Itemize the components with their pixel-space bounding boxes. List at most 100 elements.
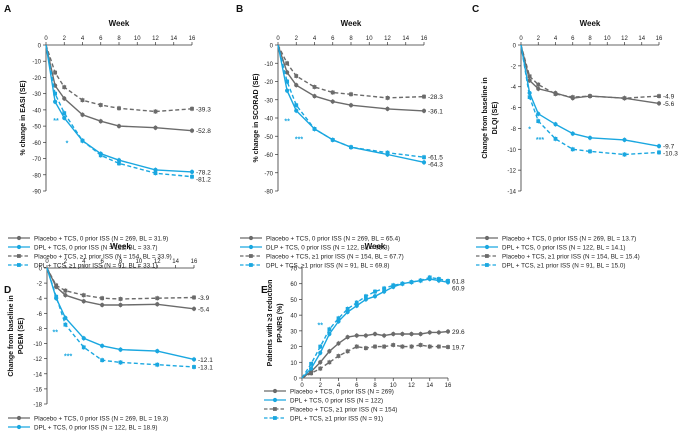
data-point [348, 103, 354, 108]
y-tick-label: 40 [290, 314, 297, 320]
y-axis-label: % change in EASI (SE) [20, 80, 27, 155]
y-tick-label: -14 [33, 372, 42, 378]
end-value-label: -81.2 [196, 176, 211, 183]
data-point [385, 96, 390, 100]
data-point [62, 115, 67, 121]
data-point [53, 99, 58, 104]
data-point [446, 345, 450, 349]
x-tick-label: 8 [373, 383, 377, 389]
series-line [45, 44, 193, 178]
end-value-label: -39.3 [196, 106, 211, 113]
data-point [63, 322, 68, 327]
x-tick-label: 0 [300, 383, 304, 389]
data-point [118, 360, 123, 365]
data-point [191, 306, 197, 311]
data-point [385, 106, 390, 111]
legend-label: Placebo + TCS, 0 prior ISS (N = 269, BL … [502, 235, 636, 242]
series-line [277, 44, 425, 112]
x-tick-label: 4 [554, 36, 558, 42]
data-point [588, 94, 592, 98]
x-tick-label: 6 [571, 36, 575, 42]
end-value-label: 19.7 [452, 345, 465, 352]
legend: Placebo + TCS, 0 prior ISS (N = 269, BL … [8, 235, 172, 269]
data-point [391, 343, 396, 347]
data-point [318, 360, 323, 365]
y-tick-label: -60 [264, 153, 273, 159]
legend-marker [484, 244, 490, 250]
data-point [421, 108, 427, 113]
series-1 [301, 328, 451, 379]
data-point [382, 286, 387, 291]
y-tick-label: -30 [264, 98, 273, 104]
series-line [301, 344, 449, 379]
end-value-label: -3.9 [198, 295, 210, 302]
legend-marker [248, 235, 254, 241]
significance-marker: ** [318, 323, 324, 330]
data-point [294, 108, 299, 113]
y-tick-label: -4 [37, 297, 43, 303]
y-tick-label: -8 [37, 327, 43, 333]
data-point [349, 145, 353, 150]
series-3 [301, 342, 450, 379]
data-point [391, 283, 396, 288]
data-point [62, 111, 67, 116]
y-tick-label: -14 [507, 190, 516, 196]
data-point [116, 124, 122, 129]
panel-letter: C [472, 4, 479, 15]
data-point [622, 137, 627, 142]
end-value-label: -52.8 [196, 128, 211, 135]
data-point [421, 160, 427, 165]
data-point [54, 294, 59, 299]
data-point [373, 289, 377, 294]
data-point [382, 333, 387, 338]
y-tick-label: -10 [507, 148, 516, 154]
data-point [570, 95, 575, 100]
end-value-label: -9.7 [663, 144, 675, 151]
y-tick-label: 60 [290, 282, 297, 288]
chart-title: Week [580, 19, 601, 28]
data-point [436, 277, 441, 281]
data-point [345, 349, 350, 354]
y-tick-label: -70 [264, 171, 273, 177]
panel-letter: E [261, 285, 268, 296]
y-tick-label: 30 [290, 329, 297, 335]
series-line [277, 44, 425, 163]
x-tick-label: 16 [421, 36, 428, 42]
legend-label: DPL + TCS, 0 prior ISS (N = 122) [290, 397, 383, 404]
data-point [190, 174, 194, 179]
data-point [155, 349, 160, 354]
legend-marker [273, 407, 277, 411]
y-tick-label: 0 [513, 44, 517, 50]
data-point [349, 92, 353, 97]
x-tick-label: 12 [621, 36, 628, 42]
data-point [192, 295, 196, 300]
y-tick-label: -50 [264, 135, 273, 141]
data-point [327, 360, 332, 365]
data-point [153, 109, 158, 114]
data-point [312, 127, 317, 131]
data-point [345, 306, 350, 311]
significance-marker: *** [295, 137, 303, 144]
data-point [427, 330, 432, 335]
x-tick-label: 6 [99, 36, 103, 42]
x-tick-label: 6 [355, 383, 359, 389]
y-axis-label: % change in SCORAD (SE) [253, 73, 260, 162]
panel-e: E Week 0 10 20 30 40 50 60 70 0 2 4 6 8 10 12 14 16 Patient… [261, 242, 465, 422]
legend: Placebo + TCS, 0 prior ISS (N = 269, BL … [476, 235, 640, 269]
data-point [536, 82, 541, 87]
data-point [81, 345, 86, 350]
series-line [301, 276, 449, 379]
data-point [536, 86, 541, 91]
legend-label: Placebo + TCS, ≥1 prior ISS (N = 154, BL… [34, 253, 172, 260]
legend-label: DPL + TCS, 0 prior ISS (N = 122, BL = 18… [34, 424, 158, 431]
data-point [436, 330, 441, 335]
y-tick-label: -6 [511, 106, 517, 112]
legend-label: Placebo + TCS, 0 prior ISS (N = 269, BL … [266, 235, 400, 242]
chart-title: Week [110, 242, 131, 251]
x-tick-label: 12 [152, 36, 159, 42]
series-3 [45, 44, 194, 115]
data-point [436, 344, 441, 349]
data-point [318, 366, 323, 371]
legend-label: DPL + TCS, ≥1 prior ISS (N = 91, BL = 69… [266, 262, 389, 269]
